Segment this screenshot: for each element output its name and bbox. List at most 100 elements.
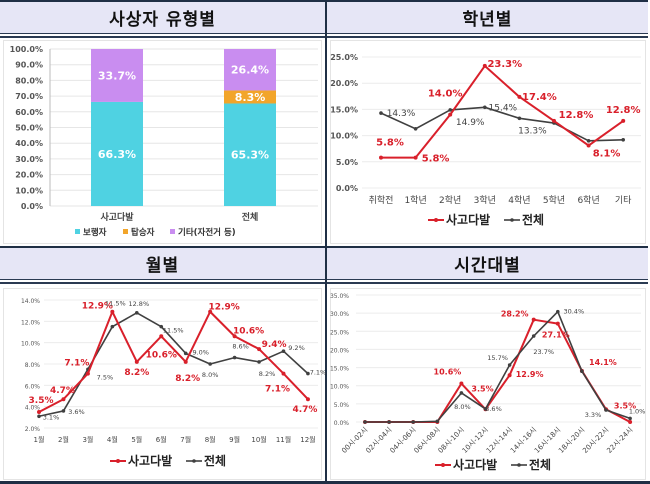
data-label-hotspot: 10.6% <box>233 326 264 336</box>
data-point-total <box>507 363 512 367</box>
legend-label: 전체 <box>529 457 551 472</box>
title-divider <box>0 36 325 38</box>
data-label-hotspot: 3.5% <box>29 396 54 406</box>
x-category-label: 12월 <box>300 435 315 444</box>
data-label-hotspot: 7.1% <box>265 385 290 395</box>
data-point-total <box>387 420 391 424</box>
data-label-hotspot: 23.3% <box>487 59 522 70</box>
y-tick-label: 14.0% <box>21 298 40 305</box>
title-divider <box>327 36 648 38</box>
data-point-total <box>531 334 536 338</box>
data-point-total <box>159 324 164 329</box>
data-label-total: 8.0% <box>202 371 219 379</box>
y-tick-label: 20.0% <box>330 79 358 88</box>
data-label-total: 23.7% <box>533 348 554 356</box>
data-label-hotspot: 5.8% <box>422 154 450 165</box>
legend-label: 사고다발 <box>453 457 497 472</box>
y-tick-label: 15.0% <box>330 105 358 114</box>
series-line-total <box>365 310 631 423</box>
data-label-hotspot: 12.9% <box>82 302 113 312</box>
data-label-total: 8.6% <box>232 343 249 351</box>
data-label-total: 11.5% <box>105 300 126 308</box>
y-tick-label: 40.0% <box>15 139 43 148</box>
x-category-label: 2학년 <box>439 195 461 206</box>
data-point-total <box>306 371 310 376</box>
data-point-total <box>459 391 464 395</box>
x-category-label: 10월 <box>251 435 266 444</box>
data-point-total <box>413 126 418 131</box>
data-label-hotspot: 7.1% <box>64 359 89 369</box>
y-tick-label: 100.0% <box>10 45 43 54</box>
x-category-label: 1학년 <box>404 195 426 206</box>
y-tick-label: 10.0% <box>15 186 43 195</box>
panel-title: 시간대별 <box>454 256 521 276</box>
x-category-label: 2월 <box>58 435 69 444</box>
chart-frame <box>330 288 646 480</box>
data-label-total: 9.0% <box>192 348 209 356</box>
y-tick-label: 8.0% <box>25 362 41 369</box>
x-category-label: 3월 <box>82 435 93 444</box>
data-point-total <box>379 111 383 115</box>
data-label-hotspot: 3.5% <box>471 384 493 393</box>
y-tick-label: 20.0% <box>15 171 43 180</box>
data-point-hotspot <box>517 94 522 99</box>
data-point-hotspot <box>85 371 90 376</box>
data-label-hotspot: 12.9% <box>516 370 544 379</box>
data-point-hotspot <box>531 317 536 322</box>
panel-month: 월별 <box>0 246 325 481</box>
chart-casualty-type: 0.0% 10.0% 20.0% 30.0% 40.0% 50.0% 60.0% 70.0% 8… <box>10 45 318 238</box>
panel-title: 사상자 유형별 <box>109 10 216 30</box>
bar-segment-passenger <box>224 90 276 104</box>
legend-swatch <box>123 229 128 234</box>
data-label-total: 8.0% <box>454 403 471 411</box>
data-label-total: 14.9% <box>456 118 485 128</box>
x-category-label: 취학전 <box>369 195 394 206</box>
data-label-hotspot: 8.2% <box>175 374 200 384</box>
data-label-total: 12.8% <box>128 300 149 308</box>
data-point-total <box>281 349 286 354</box>
y-tick-label: 10.0% <box>330 384 349 391</box>
data-point-total <box>61 409 66 413</box>
data-label-total: 14.3% <box>387 109 416 119</box>
data-label-total: 7.1% <box>310 369 327 377</box>
y-tick-label: 2.0% <box>25 426 41 433</box>
x-category-label: 1월 <box>34 435 45 444</box>
series-line-total <box>380 106 624 142</box>
data-label-hotspot: 14.1% <box>589 358 617 367</box>
data-label-total: 1.0% <box>629 407 646 415</box>
data-point-total <box>483 407 488 411</box>
data-label-total: 7.5% <box>97 373 114 381</box>
data-point-total <box>580 369 584 374</box>
bar-segment-pedestrian <box>224 103 276 206</box>
bottom-border <box>0 481 650 484</box>
y-tick-label: 10.0% <box>21 341 40 348</box>
y-tick-label: 25.0% <box>330 329 349 336</box>
data-label-total: 3.6% <box>68 408 85 416</box>
data-point-hotspot <box>586 143 591 148</box>
data-point-total <box>517 116 522 121</box>
data-label: 8.3% <box>235 91 266 104</box>
data-point-total <box>483 105 487 110</box>
x-category-label: 3학년 <box>474 195 496 206</box>
data-label-hotspot: 8.1% <box>593 149 621 160</box>
x-category-label: 6학년 <box>577 195 599 206</box>
data-point-total <box>435 419 440 424</box>
legend-marker-total <box>510 218 514 222</box>
data-label-hotspot: 5.8% <box>376 138 404 149</box>
data-label-hotspot: 10.6% <box>434 368 462 377</box>
x-category-label: 기타 <box>615 195 632 206</box>
data-point-total <box>135 311 139 315</box>
data-label-hotspot: 4.7% <box>50 386 75 396</box>
data-point-total <box>363 420 367 424</box>
data-point-hotspot <box>183 359 188 364</box>
y-tick-label: 6.0% <box>25 383 41 390</box>
data-point-hotspot <box>110 309 115 314</box>
panel-title-bar: 월별 <box>0 246 325 279</box>
data-point-hotspot <box>413 155 418 160</box>
title-divider <box>327 279 648 280</box>
y-tick-label: 10.0% <box>330 132 358 141</box>
y-tick-label: 30.0% <box>330 311 349 318</box>
y-tick-label: 50.0% <box>15 124 43 133</box>
data-point-total <box>556 309 560 314</box>
